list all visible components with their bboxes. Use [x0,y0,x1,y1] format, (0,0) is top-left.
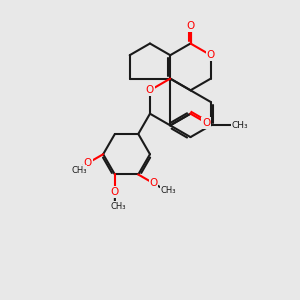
Text: CH₃: CH₃ [231,121,248,130]
Text: O: O [111,187,119,197]
Text: O: O [186,21,195,31]
Text: O: O [146,85,154,95]
Text: O: O [149,178,158,188]
Text: CH₃: CH₃ [110,202,126,211]
Text: CH₃: CH₃ [161,186,176,195]
Text: O: O [202,118,210,128]
Text: CH₃: CH₃ [71,166,87,175]
Text: O: O [84,158,92,168]
Text: O: O [207,50,215,60]
